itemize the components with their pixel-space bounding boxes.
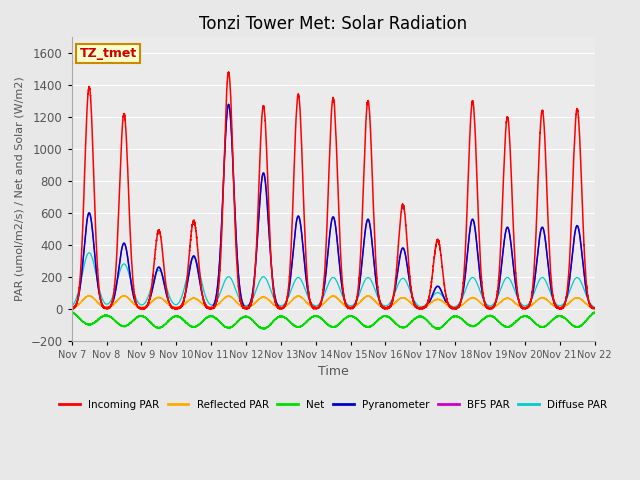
Pyranometer — [316, 303, 323, 309]
Pyranometer — [225, 101, 232, 107]
BF5 PAR — [417, 305, 425, 311]
Title: Tonzi Tower Met: Solar Radiation: Tonzi Tower Met: Solar Radiation — [199, 15, 467, 33]
BF5 PAR — [569, 249, 577, 254]
Line: BF5 PAR: BF5 PAR — [72, 104, 595, 308]
Incoming PAR — [465, 163, 472, 169]
BF5 PAR — [591, 305, 598, 311]
Pyranometer — [465, 238, 472, 243]
Reflected PAR — [465, 297, 472, 302]
Reflected PAR — [450, 305, 458, 311]
X-axis label: Time: Time — [317, 365, 348, 378]
Diffuse PAR — [591, 304, 598, 310]
Text: TZ_tmet: TZ_tmet — [79, 47, 137, 60]
Diffuse PAR — [85, 250, 93, 256]
Reflected PAR — [316, 304, 323, 310]
Net — [259, 326, 267, 332]
Line: Diffuse PAR: Diffuse PAR — [72, 253, 595, 307]
Incoming PAR — [68, 306, 76, 312]
Line: Incoming PAR: Incoming PAR — [72, 72, 595, 309]
Net — [246, 315, 253, 321]
BF5 PAR — [68, 305, 76, 311]
Reflected PAR — [591, 306, 598, 312]
Pyranometer — [450, 305, 458, 311]
Incoming PAR — [316, 304, 323, 310]
Diffuse PAR — [246, 301, 253, 307]
Diffuse PAR — [450, 304, 458, 310]
BF5 PAR — [225, 101, 232, 107]
Incoming PAR — [246, 304, 253, 310]
Net — [591, 310, 598, 315]
Pyranometer — [246, 302, 253, 308]
Pyranometer — [563, 297, 570, 302]
Net — [563, 316, 570, 322]
Line: Reflected PAR: Reflected PAR — [72, 296, 595, 309]
Pyranometer — [68, 305, 76, 311]
BF5 PAR — [316, 303, 323, 309]
Reflected PAR — [569, 297, 577, 303]
Net — [316, 314, 323, 320]
Line: Pyranometer: Pyranometer — [72, 104, 595, 308]
Diffuse PAR — [316, 301, 323, 307]
Pyranometer — [569, 249, 577, 254]
Diffuse PAR — [563, 297, 570, 302]
Reflected PAR — [68, 305, 76, 311]
Net — [465, 322, 472, 328]
Net — [450, 313, 458, 319]
Reflected PAR — [246, 304, 253, 310]
Net — [569, 322, 577, 328]
Incoming PAR — [569, 185, 577, 191]
Incoming PAR — [450, 306, 458, 312]
Net — [68, 309, 76, 314]
Net — [68, 309, 76, 315]
BF5 PAR — [450, 305, 458, 311]
BF5 PAR — [465, 238, 472, 243]
Diffuse PAR — [569, 281, 577, 287]
BF5 PAR — [563, 297, 570, 302]
Pyranometer — [417, 305, 425, 311]
BF5 PAR — [246, 302, 253, 308]
Incoming PAR — [563, 296, 570, 301]
Y-axis label: PAR (umol/m2/s) / Net and Solar (W/m2): PAR (umol/m2/s) / Net and Solar (W/m2) — [15, 76, 25, 301]
Incoming PAR — [591, 306, 598, 312]
Line: Net: Net — [72, 312, 595, 329]
Legend: Incoming PAR, Reflected PAR, Net, Pyranometer, BF5 PAR, Diffuse PAR: Incoming PAR, Reflected PAR, Net, Pyrano… — [54, 396, 612, 414]
Diffuse PAR — [465, 279, 472, 285]
Reflected PAR — [119, 293, 127, 299]
Reflected PAR — [563, 303, 570, 309]
Incoming PAR — [225, 69, 232, 75]
Diffuse PAR — [68, 303, 76, 309]
Pyranometer — [591, 305, 598, 311]
